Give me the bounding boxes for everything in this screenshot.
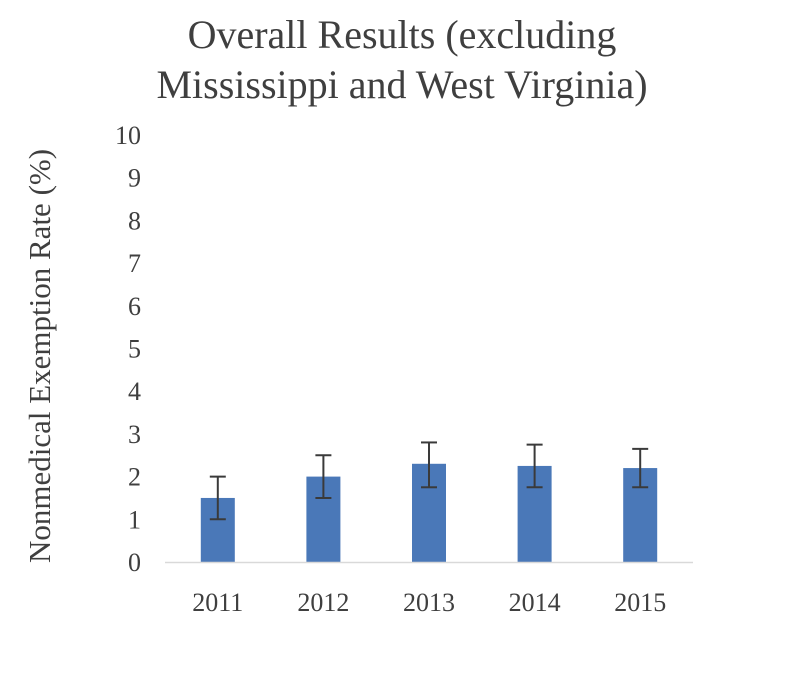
y-tick-label: 8 [128, 206, 141, 235]
y-axis-label: Nonmedical Exemption Rate (%) [22, 149, 57, 563]
error-bar-2014 [526, 443, 543, 489]
y-tick-label: 6 [128, 292, 141, 321]
y-tick-label: 7 [128, 249, 141, 278]
x-tick-label: 2012 [297, 588, 349, 617]
y-tick-label: 1 [128, 505, 141, 534]
x-tick-label: 2011 [192, 588, 243, 617]
y-tick-label: 9 [128, 164, 141, 193]
y-tick-label: 2 [128, 463, 141, 492]
y-tick-label: 0 [128, 548, 141, 577]
x-tick-label: 2015 [614, 588, 666, 617]
x-tick-label: 2013 [403, 588, 455, 617]
error-bar-2013 [421, 441, 437, 489]
y-tick-label: 10 [115, 121, 141, 150]
error-bars [209, 441, 649, 521]
y-tick-labels: 0 1 2 3 4 5 6 7 8 9 10 [115, 121, 141, 577]
x-tick-labels: 2011 2012 2013 2014 2015 [192, 588, 666, 617]
error-bar-2011 [209, 475, 226, 521]
chart-title-line-1: Overall Results (excluding [188, 12, 617, 57]
x-tick-label: 2014 [509, 588, 561, 617]
error-bar-2012 [315, 454, 332, 499]
chart-title-line-2: Mississippi and West Virginia) [156, 62, 647, 107]
y-tick-label: 4 [128, 377, 141, 406]
y-tick-label: 5 [128, 335, 141, 364]
error-bar-2015 [632, 447, 649, 489]
y-tick-label: 3 [128, 420, 141, 449]
